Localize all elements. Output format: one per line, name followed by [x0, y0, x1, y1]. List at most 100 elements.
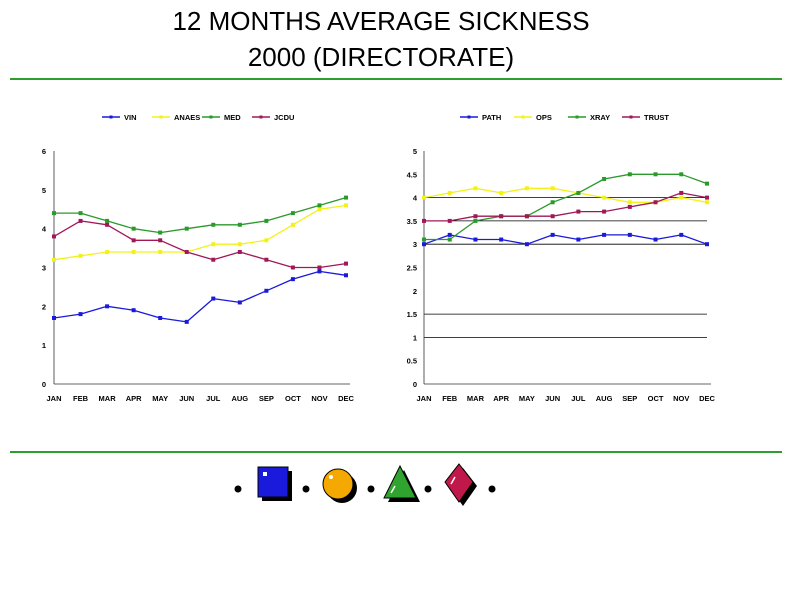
data-point-jcdu	[237, 249, 242, 254]
x-tick-label: MAY	[152, 394, 168, 403]
x-tick-label: FEB	[73, 394, 89, 403]
data-point-med	[184, 226, 189, 231]
data-point-xray	[679, 172, 684, 177]
series-line-trust	[424, 192, 708, 222]
y-tick-label: 4	[42, 225, 47, 234]
series-line-xray	[424, 173, 708, 241]
data-point-med	[290, 211, 295, 216]
data-point-med	[52, 211, 56, 216]
legend-label-vin: VIN	[124, 113, 137, 122]
data-point-med	[78, 211, 83, 216]
data-point-trust	[705, 195, 709, 200]
diamond-icon	[444, 463, 477, 506]
data-point-ops	[602, 195, 607, 200]
data-point-vin	[184, 319, 189, 324]
data-point-anaes	[105, 249, 110, 254]
data-point-jcdu	[52, 234, 56, 239]
legend-marker-trust	[629, 115, 633, 119]
series-line-med	[54, 196, 347, 234]
data-point-anaes	[78, 253, 83, 258]
x-tick-label: SEP	[259, 394, 274, 403]
data-point-vin	[317, 269, 322, 274]
data-point-jcdu	[290, 265, 295, 270]
x-tick-label: OCT	[285, 394, 301, 403]
y-tick-label: 3.5	[407, 217, 417, 226]
series-line-anaes	[53, 204, 347, 261]
x-tick-label: JAN	[416, 394, 431, 403]
x-tick-label: APR	[493, 394, 509, 403]
y-tick-label: 3	[42, 264, 46, 273]
triangle-icon	[383, 464, 420, 502]
data-point-anaes	[158, 249, 163, 254]
y-tick-label: 2	[413, 287, 417, 296]
data-point-med	[105, 218, 110, 223]
data-point-anaes	[317, 207, 322, 212]
y-tick-label: 0	[413, 380, 417, 389]
x-tick-label: JUN	[545, 394, 560, 403]
data-point-path	[550, 232, 555, 237]
y-tick-label: 2	[42, 302, 46, 311]
x-tick-label: DEC	[699, 394, 715, 403]
data-point-anaes	[237, 242, 242, 247]
x-tick-label: AUG	[596, 394, 613, 403]
x-tick-label: NOV	[311, 394, 327, 403]
series-line-ops	[423, 187, 708, 203]
data-point-med	[211, 222, 216, 227]
data-point-path	[576, 237, 581, 242]
data-point-trust	[422, 218, 426, 223]
legend-label-path: PATH	[482, 113, 501, 122]
y-tick-label: 4	[413, 194, 418, 203]
data-point-ops	[422, 195, 426, 200]
data-point-trust	[550, 214, 555, 219]
bullet-dot-5	[488, 485, 496, 493]
y-tick-label: 5	[413, 147, 417, 156]
legend-marker-jcdu	[259, 115, 263, 119]
legend-marker-xray	[575, 115, 579, 119]
bullet-dot-3	[367, 485, 375, 493]
decorative-shapes	[234, 463, 496, 506]
y-tick-label: 3	[413, 240, 417, 249]
data-point-jcdu	[344, 261, 348, 266]
data-point-jcdu	[317, 265, 322, 270]
page-title-line1: 12 MONTHS AVERAGE SICKNESS	[172, 6, 590, 36]
x-tick-label: MAY	[519, 394, 535, 403]
data-point-path	[422, 242, 426, 247]
chart-directorate-left: VIN ANAES MED JCDU 0 1 2 3 4 5 6 JAN FEB MAR APR MAY JUN…	[42, 113, 355, 403]
data-point-trust	[473, 214, 478, 219]
data-point-path	[653, 237, 658, 242]
y-tick-label: 1	[413, 333, 417, 342]
legend-label-anaes: ANAES	[174, 113, 200, 122]
data-point-vin	[158, 315, 163, 320]
data-point-path	[447, 232, 452, 237]
data-point-med	[344, 195, 348, 200]
data-point-anaes	[344, 203, 348, 208]
x-tick-label: MAR	[99, 394, 117, 403]
legend-entry-jcdu: JCDU	[252, 113, 294, 122]
data-point-vin	[264, 288, 269, 293]
x-tick-label: FEB	[442, 394, 458, 403]
data-point-vin	[131, 308, 136, 313]
legend-label-xray: XRAY	[590, 113, 610, 122]
data-point-xray	[550, 200, 555, 205]
series-line-jcdu	[53, 220, 347, 269]
legend-entry-anaes: ANAES	[152, 113, 200, 122]
data-point-ops	[679, 195, 684, 200]
data-point-xray	[653, 172, 658, 177]
data-point-path	[524, 242, 529, 247]
data-point-trust	[627, 204, 632, 209]
y-tick-label: 6	[42, 147, 46, 156]
x-tick-label: NOV	[673, 394, 689, 403]
legend-marker-ops	[521, 115, 525, 119]
y-tick-label: 4.5	[407, 170, 417, 179]
data-point-vin	[344, 273, 348, 278]
data-point-med	[131, 226, 136, 231]
y-tick-label: 2.5	[407, 264, 417, 273]
data-point-xray	[422, 237, 426, 242]
data-point-vin	[52, 315, 56, 320]
x-tick-label: SEP	[622, 394, 637, 403]
data-point-path	[473, 237, 478, 242]
bullet-dot-2	[302, 485, 310, 493]
data-point-path	[499, 237, 504, 242]
data-point-anaes	[264, 238, 269, 243]
legend-label-med: MED	[224, 113, 241, 122]
